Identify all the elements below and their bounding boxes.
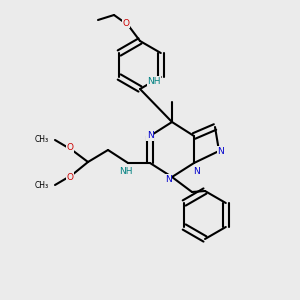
Text: O: O <box>122 19 130 28</box>
Text: CH₃: CH₃ <box>35 136 49 145</box>
Text: NH: NH <box>119 167 133 176</box>
Text: O: O <box>67 143 73 152</box>
Text: N: N <box>193 167 200 176</box>
Text: N: N <box>147 131 153 140</box>
Text: CH₃: CH₃ <box>35 181 49 190</box>
Text: O: O <box>67 172 73 182</box>
Text: NH: NH <box>147 76 161 85</box>
Text: N: N <box>218 146 224 155</box>
Text: N: N <box>165 175 171 184</box>
